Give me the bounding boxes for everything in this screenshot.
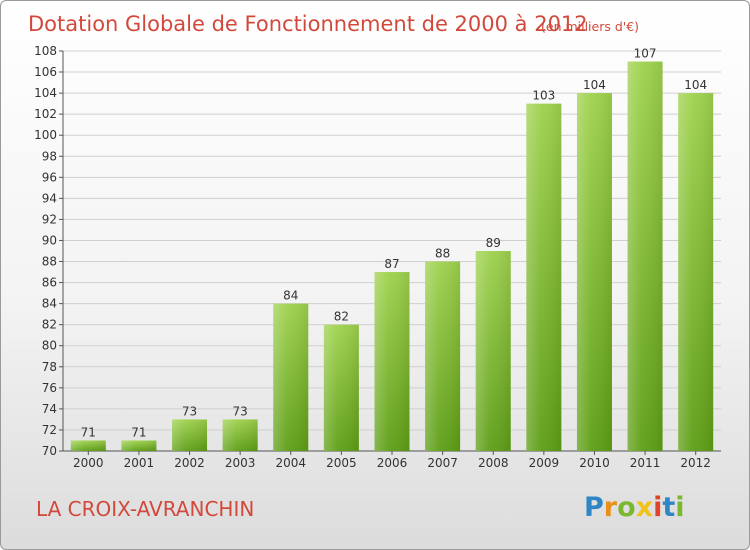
data-label: 104: [583, 78, 606, 92]
y-tick-label: 72: [42, 423, 57, 437]
data-label: 107: [634, 47, 657, 61]
y-tick-label: 100: [34, 128, 57, 142]
unit-note: (en milliers d'€): [541, 19, 639, 34]
y-tick-label: 82: [42, 318, 57, 332]
bar-2003: [222, 419, 258, 451]
y-tick-label: 90: [42, 233, 57, 247]
logo-letter: i: [653, 492, 662, 523]
bar-shine: [374, 272, 410, 451]
x-tick-label: 2007: [427, 456, 458, 470]
x-tick-label: 2000: [73, 456, 104, 470]
bar-2009: [526, 103, 562, 451]
y-tick-label: 78: [42, 360, 57, 374]
y-tick-label: 80: [42, 339, 57, 353]
y-tick-label: 84: [42, 297, 57, 311]
data-label: 84: [283, 289, 298, 303]
chart-title: Dotation Globale de Fonctionnement de 20…: [28, 12, 588, 36]
bar-2011: [627, 61, 663, 452]
x-tick-label: 2001: [124, 456, 155, 470]
y-tick-label: 96: [42, 170, 57, 184]
bar-shine: [172, 419, 208, 451]
y-tick-label: 76: [42, 381, 57, 395]
x-tick-label: 2006: [377, 456, 408, 470]
data-label: 71: [131, 425, 146, 439]
bar-shine: [70, 440, 106, 451]
x-tick-label: 2011: [630, 456, 661, 470]
bar-shine: [475, 251, 511, 451]
data-label: 88: [435, 247, 450, 261]
data-label: 73: [233, 404, 248, 418]
bar-shine: [273, 303, 309, 451]
bars: [70, 61, 714, 452]
bar-shine: [323, 324, 359, 451]
logo-letter: P: [584, 492, 604, 523]
y-tick-label: 108: [34, 44, 57, 58]
data-label: 73: [182, 404, 197, 418]
bar-2007: [425, 261, 461, 451]
proxiti-logo: Proxiti: [584, 492, 685, 523]
y-tick-labels: 70 72 74 76 78 80 82 84 86 88 90 92 94 96 98 100 102 104 1…: [34, 44, 57, 458]
logo-letter: o: [617, 492, 636, 523]
bar-shine: [627, 61, 663, 452]
bar-shine: [678, 93, 714, 452]
bar-shine: [222, 419, 258, 451]
x-tick-label: 2012: [680, 456, 711, 470]
commune-name: LA CROIX-AVRANCHIN: [36, 497, 254, 521]
bar-shine: [576, 93, 612, 452]
logo-letter: x: [636, 492, 653, 523]
bar-2002: [172, 419, 208, 451]
y-tick-label: 98: [42, 149, 57, 163]
y-tick-label: 104: [34, 86, 57, 100]
x-tick-label: 2008: [478, 456, 509, 470]
data-label: 89: [486, 236, 501, 250]
y-tick-label: 94: [42, 191, 57, 205]
bar-2005: [323, 324, 359, 451]
data-label: 71: [81, 425, 96, 439]
y-tick-label: 74: [42, 402, 57, 416]
bar-shine: [425, 261, 461, 451]
data-label: 82: [334, 310, 349, 324]
bar-2001: [121, 440, 157, 451]
logo-letter: t: [662, 492, 675, 523]
bar-2010: [576, 93, 612, 452]
x-tick-label: 2009: [529, 456, 560, 470]
data-label: 103: [532, 89, 555, 103]
x-tick-label: 2004: [275, 456, 306, 470]
bar-2000: [70, 440, 106, 451]
x-tick-label: 2005: [326, 456, 357, 470]
y-tick-label: 92: [42, 212, 57, 226]
x-tick-label: 2010: [579, 456, 610, 470]
data-label: 104: [684, 78, 707, 92]
bar-shine: [526, 103, 562, 451]
bar-2004: [273, 303, 309, 451]
data-labels: 71 71 73 73 84 82 87 88 89 103 104 107 104: [81, 47, 707, 440]
bar-2006: [374, 272, 410, 451]
bar-2008: [475, 251, 511, 451]
logo-letter: i: [675, 492, 684, 523]
logo-letter: r: [604, 492, 618, 523]
y-tick-label: 102: [34, 107, 57, 121]
y-tick-label: 70: [42, 444, 57, 458]
y-tick-label: 88: [42, 255, 57, 269]
x-tick-labels: 2000 2001 2002 2003 2004 2005 2006 2007 2008 2009…: [73, 451, 711, 470]
data-label: 87: [384, 257, 399, 271]
x-tick-label: 2002: [174, 456, 205, 470]
y-tick-label: 86: [42, 276, 57, 290]
y-tick-label: 106: [34, 65, 57, 79]
bar-shine: [121, 440, 157, 451]
x-tick-label: 2003: [225, 456, 256, 470]
bar-2012: [678, 93, 714, 452]
